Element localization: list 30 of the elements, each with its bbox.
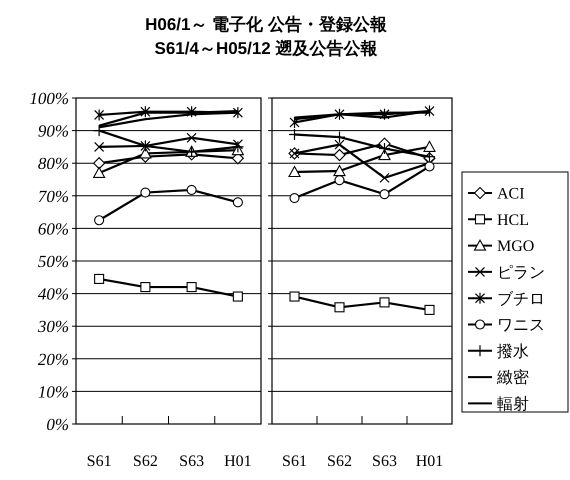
- y-tick-label: 30%: [36, 317, 69, 336]
- y-tick-label: 20%: [38, 350, 69, 369]
- x-tick-label: S61: [282, 453, 307, 470]
- legend-label: 輻射: [497, 395, 529, 413]
- y-tick-label: 40%: [38, 284, 69, 304]
- y-tick-label: 60%: [38, 219, 69, 238]
- x-tick-label: S63: [179, 453, 204, 470]
- y-tick-label: 70%: [38, 186, 69, 206]
- legend-label: ACI: [497, 186, 525, 203]
- legend-label: ブチロ: [497, 290, 545, 308]
- legend-label: MGO: [497, 238, 534, 256]
- chart-title: H06/1～ 電子化 公告・登録公報: [145, 15, 388, 34]
- x-tick-label: S63: [372, 453, 397, 470]
- legend-label: 撥水: [497, 342, 529, 360]
- x-tick-label: H01: [224, 453, 252, 470]
- y-tick-label: 10%: [38, 382, 69, 402]
- chart-subtitle: S61/4～H05/12 遡及公告公報: [154, 39, 378, 58]
- x-tick-label: H01: [416, 453, 444, 470]
- x-tick-label: S62: [132, 453, 158, 470]
- legend-label: ワニス: [497, 317, 545, 334]
- legend-label: HCL: [497, 212, 529, 229]
- y-tick-label: 80%: [38, 154, 69, 174]
- y-tick-label: 100%: [29, 88, 69, 108]
- y-tick-label: 0%: [46, 414, 69, 434]
- y-tick-label: 90%: [38, 122, 69, 141]
- x-tick-label: S61: [86, 453, 112, 470]
- legend-label: ピラン: [497, 264, 545, 282]
- legend-label: 緻密: [496, 368, 529, 387]
- y-tick-label: 50%: [38, 252, 69, 271]
- x-tick-label: S62: [327, 453, 352, 470]
